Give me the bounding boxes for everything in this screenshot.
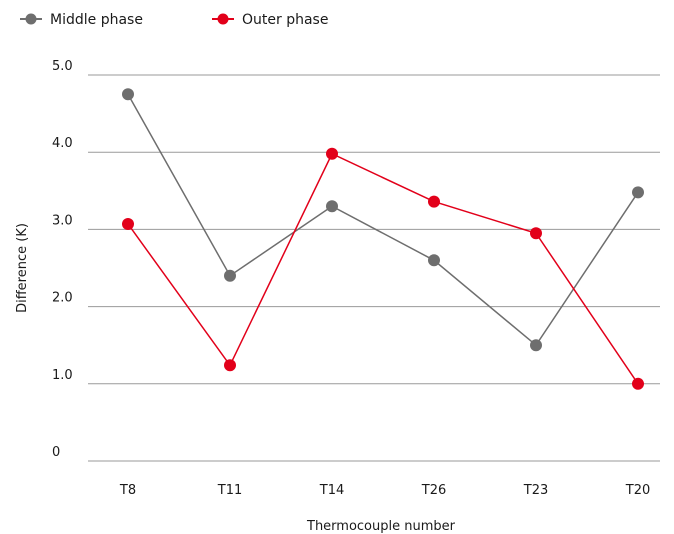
series-group: [122, 88, 644, 390]
legend-marker: [217, 13, 229, 25]
data-point: [122, 217, 134, 230]
data-point: [428, 254, 440, 267]
data-point: [224, 359, 236, 372]
data-point: [530, 227, 542, 240]
gridlines: [88, 74, 660, 462]
legend-label: Outer phase: [242, 12, 328, 28]
y-tick-label: 2.0: [52, 291, 73, 306]
y-tick-label: 4.0: [52, 136, 73, 151]
x-tick-label: T14: [319, 483, 344, 498]
data-point: [224, 269, 236, 282]
legend-marker: [25, 13, 37, 25]
data-point: [122, 88, 134, 101]
x-tick-label: T23: [523, 483, 548, 498]
x-tick-label: T26: [421, 483, 446, 498]
y-tick-label: 0: [52, 445, 60, 460]
data-point: [428, 195, 440, 208]
y-tick-label: 3.0: [52, 213, 73, 228]
x-tick-label: T8: [119, 483, 136, 498]
legend: Middle phase Outer phase: [20, 12, 328, 28]
data-point: [632, 377, 644, 390]
x-axis-title: Thermocouple number: [306, 519, 456, 534]
series-line-1: [127, 152, 639, 385]
y-axis-ticks: 0 1.0 2.0 3.0 4.0 5.0: [52, 59, 73, 460]
data-point: [632, 186, 644, 199]
legend-label: Middle phase: [50, 12, 143, 28]
y-tick-label: 1.0: [52, 368, 73, 383]
x-axis-ticks: T8 T11 T14 T26 T23 T20: [119, 483, 650, 498]
x-tick-label: T20: [625, 483, 650, 498]
data-point: [326, 200, 338, 213]
y-axis-title: Difference (K): [15, 223, 30, 313]
series-line-0: [127, 93, 639, 347]
x-tick-label: T11: [217, 483, 242, 498]
data-point: [530, 339, 542, 352]
y-tick-label: 5.0: [52, 59, 73, 74]
data-point: [326, 147, 338, 160]
